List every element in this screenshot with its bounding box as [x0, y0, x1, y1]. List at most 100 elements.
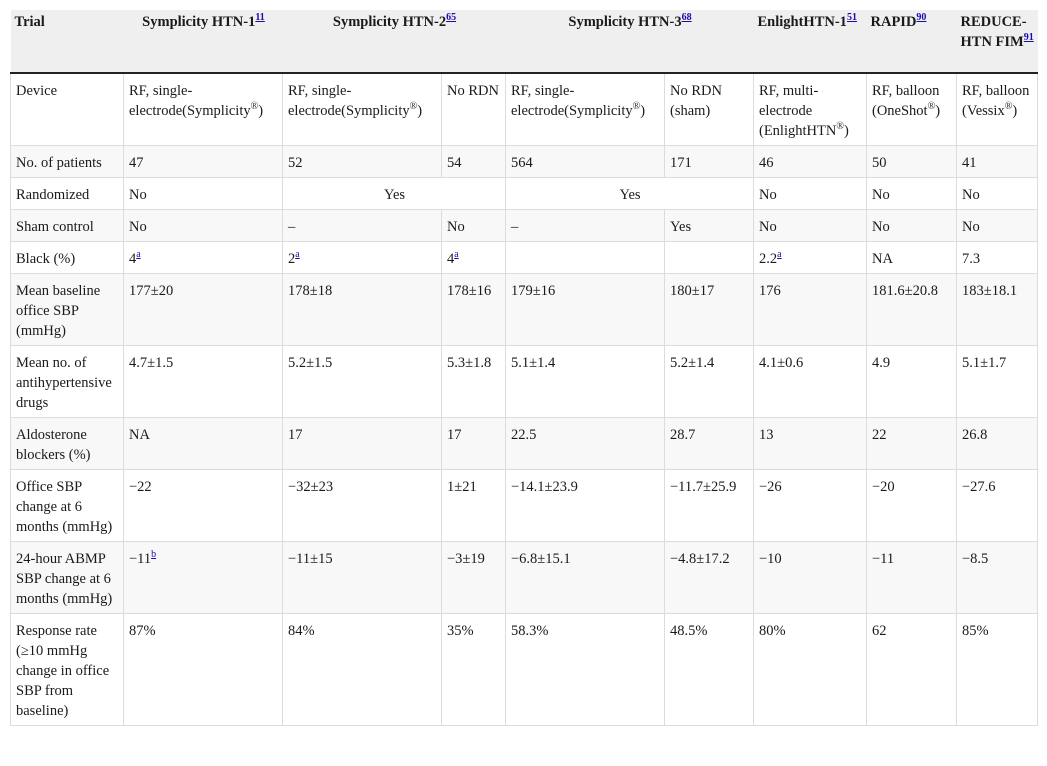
trials-table: Trial Symplicity HTN-111 Symplicity HTN-… [10, 10, 1038, 726]
table-cell: −14.1±23.9 [506, 470, 665, 542]
table-cell: −11 [867, 542, 957, 614]
row-label: Sham control [11, 210, 124, 242]
ref-link[interactable]: 90 [916, 12, 926, 23]
table-cell: 26.8 [957, 418, 1038, 470]
table-cell: 41 [957, 146, 1038, 178]
table-cell: 183±18.1 [957, 274, 1038, 346]
table-row-sham: Sham control No – No – Yes No No No [11, 210, 1038, 242]
table-cell: 4a [124, 242, 283, 274]
table-cell: 564 [506, 146, 665, 178]
table-cell: 5.1±1.7 [957, 346, 1038, 418]
table-cell: −22 [124, 470, 283, 542]
table-cell: 52 [283, 146, 442, 178]
row-label: Office SBP change at 6 months (mmHg) [11, 470, 124, 542]
table-cell: 87% [124, 614, 283, 726]
table-cell: 28.7 [665, 418, 754, 470]
table-cell: −10 [754, 542, 867, 614]
table-cell: 50 [867, 146, 957, 178]
table-cell: −11±15 [283, 542, 442, 614]
row-label: Device [11, 73, 124, 146]
col-header-trial: Trial [11, 10, 124, 73]
ref-link[interactable]: 51 [847, 12, 857, 23]
table-cell: 54 [442, 146, 506, 178]
table-cell: −4.8±17.2 [665, 542, 754, 614]
footnote-link[interactable]: b [151, 549, 156, 560]
table-row-baseline: Mean baseline office SBP (mmHg) 177±20 1… [11, 274, 1038, 346]
table-cell: RF, single-electrode(Symplicity®) [506, 73, 665, 146]
table-cell: – [506, 210, 665, 242]
table-cell: NA [124, 418, 283, 470]
table-cell: 13 [754, 418, 867, 470]
col-header-reduce: REDUCE-HTN FIM91 [957, 10, 1038, 73]
table-row-response: Response rate (≥10 mmHg change in office… [11, 614, 1038, 726]
table-row-drugs: Mean no. of antihypertensive drugs 4.7±1… [11, 346, 1038, 418]
table-cell: No [442, 210, 506, 242]
table-row-black: Black (%) 4a 2a 4a 2.2a NA 7.3 [11, 242, 1038, 274]
table-cell: 2.2a [754, 242, 867, 274]
table-cell: No RDN [442, 73, 506, 146]
ref-link[interactable]: 68 [682, 12, 692, 23]
row-label: Black (%) [11, 242, 124, 274]
ref-link[interactable]: 11 [255, 12, 264, 23]
table-cell: RF, single-electrode(Symplicity®) [283, 73, 442, 146]
table-row-aldosterone: Aldosterone blockers (%) NA 17 17 22.5 2… [11, 418, 1038, 470]
ref-link[interactable]: 91 [1024, 32, 1034, 43]
table-cell: 179±16 [506, 274, 665, 346]
table-row-randomized: Randomized No Yes Yes No No No [11, 178, 1038, 210]
footnote-link[interactable]: a [777, 249, 781, 260]
table-cell: −20 [867, 470, 957, 542]
table-cell: No [124, 210, 283, 242]
table-cell: −26 [754, 470, 867, 542]
table-cell: No [957, 178, 1038, 210]
table-cell: 84% [283, 614, 442, 726]
row-label: Response rate (≥10 mmHg change in office… [11, 614, 124, 726]
table-cell: 62 [867, 614, 957, 726]
row-label: No. of patients [11, 146, 124, 178]
table-cell: −8.5 [957, 542, 1038, 614]
table-cell: −11b [124, 542, 283, 614]
table-cell: RF, single-electrode(Symplicity®) [124, 73, 283, 146]
table-cell: 4.1±0.6 [754, 346, 867, 418]
table-cell: −32±23 [283, 470, 442, 542]
table-cell: 4.7±1.5 [124, 346, 283, 418]
table-cell: 4.9 [867, 346, 957, 418]
table-cell: No [754, 178, 867, 210]
table-cell: 47 [124, 146, 283, 178]
table-cell: 5.3±1.8 [442, 346, 506, 418]
table-cell: 1±21 [442, 470, 506, 542]
table-cell [665, 242, 754, 274]
table-cell: 177±20 [124, 274, 283, 346]
table-cell: 178±16 [442, 274, 506, 346]
table-cell: 17 [442, 418, 506, 470]
col-header-htn1: Symplicity HTN-111 [124, 10, 283, 73]
table-cell: No [867, 178, 957, 210]
table-cell: 85% [957, 614, 1038, 726]
table-row-patients: No. of patients 47 52 54 564 171 46 50 4… [11, 146, 1038, 178]
col-header-htn3: Symplicity HTN-368 [506, 10, 754, 73]
footnote-link[interactable]: a [295, 249, 299, 260]
footnote-link[interactable]: a [454, 249, 458, 260]
table-cell: 171 [665, 146, 754, 178]
table-cell: Yes [665, 210, 754, 242]
table-cell: RF, balloon (OneShot®) [867, 73, 957, 146]
footnote-link[interactable]: a [136, 249, 140, 260]
table-cell: No [867, 210, 957, 242]
table-cell: RF, multi-electrode (EnlightHTN®) [754, 73, 867, 146]
table-cell: 58.3% [506, 614, 665, 726]
table-cell: Yes [506, 178, 754, 210]
row-label: Randomized [11, 178, 124, 210]
col-header-enlight: EnlightHTN-151 [754, 10, 867, 73]
table-cell: No [124, 178, 283, 210]
table-cell: 22 [867, 418, 957, 470]
col-header-rapid: RAPID90 [867, 10, 957, 73]
table-cell: RF, balloon (Vessix®) [957, 73, 1038, 146]
table-row-device: Device RF, single-electrode(Symplicity®)… [11, 73, 1038, 146]
table-cell: 2a [283, 242, 442, 274]
table-cell: 17 [283, 418, 442, 470]
table-row-office-sbp: Office SBP change at 6 months (mmHg) −22… [11, 470, 1038, 542]
table-cell: 48.5% [665, 614, 754, 726]
table-cell: 181.6±20.8 [867, 274, 957, 346]
table-cell: −3±19 [442, 542, 506, 614]
table-cell: NA [867, 242, 957, 274]
ref-link[interactable]: 65 [446, 12, 456, 23]
